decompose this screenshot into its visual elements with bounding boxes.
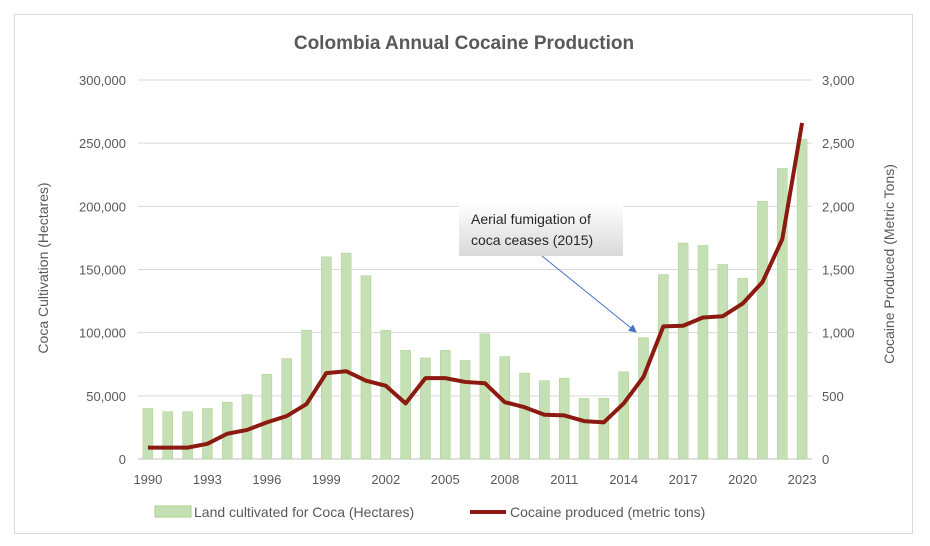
x-tick-label: 2011 <box>550 472 578 487</box>
y-tick-label: 250,000 <box>79 136 126 151</box>
bar-1996 <box>261 374 273 460</box>
bar-2004 <box>420 357 431 460</box>
x-tick-label: 2017 <box>669 472 698 487</box>
bar-2006 <box>459 360 471 460</box>
bar-2009 <box>519 372 530 460</box>
x-tick-label: 2020 <box>728 472 757 487</box>
y-tick-label: 0 <box>119 452 126 467</box>
bar-1992 <box>182 411 193 460</box>
y-tick-label: 300,000 <box>79 73 126 88</box>
bar-1998 <box>301 329 312 460</box>
bar-1999 <box>321 256 332 460</box>
x-tick-label: 1996 <box>252 472 281 487</box>
y-tick-label: 100,000 <box>79 326 126 341</box>
y-tick-label: 150,000 <box>79 263 126 278</box>
y-axis-label: Coca Cultivation (Hectares) <box>35 182 51 353</box>
x-tick-label: 2023 <box>788 472 817 487</box>
x-tick-label: 2008 <box>490 472 519 487</box>
bar-1993 <box>202 408 213 460</box>
bar-2017 <box>677 242 689 460</box>
x-tick-label: 1990 <box>133 472 162 487</box>
bar-1994 <box>221 401 233 460</box>
annotation-line-2: coca ceases (2015) <box>471 232 593 248</box>
x-tick-label: 2014 <box>609 472 638 487</box>
bar-2021 <box>757 201 768 460</box>
annotation-line-1: Aerial fumigation of <box>471 211 591 227</box>
chart-title: Colombia Annual Cocaine Production <box>294 33 634 54</box>
annotation-box <box>459 203 623 256</box>
y2-tick-label: 2,500 <box>822 136 855 151</box>
bar-2000 <box>340 252 352 460</box>
bar-2012 <box>578 398 590 460</box>
bar-2023 <box>796 139 808 460</box>
annotation-arrow <box>541 255 637 333</box>
y-tick-label: 50,000 <box>86 389 126 404</box>
bar-2011 <box>558 377 570 460</box>
bar-2013 <box>598 398 610 460</box>
x-tick-label: 1999 <box>312 472 341 487</box>
bar-2018 <box>697 245 709 460</box>
legend-bar-label: Land cultivated for Coca (Hectares) <box>194 504 414 520</box>
y2-tick-label: 1,000 <box>822 326 855 341</box>
bar-2020 <box>737 278 748 460</box>
bar-1997 <box>281 358 292 460</box>
bar-2014 <box>618 371 629 460</box>
y2-axis-label: Cocaine Produced (Metric Tons) <box>881 164 897 364</box>
bar-2016 <box>658 274 669 460</box>
bar-1991 <box>162 411 173 460</box>
y-tick-label: 200,000 <box>79 199 126 214</box>
bar-2015 <box>638 337 649 460</box>
y2-tick-label: 0 <box>822 452 829 467</box>
bar-2007 <box>479 333 491 460</box>
bar-2005 <box>440 350 451 460</box>
legend-line-label: Cocaine produced (metric tons) <box>510 504 705 520</box>
bar-2022 <box>777 168 788 460</box>
x-tick-label: 2002 <box>371 472 400 487</box>
bar-2010 <box>539 380 550 460</box>
production-line <box>147 122 805 450</box>
y2-tick-label: 3,000 <box>822 73 855 88</box>
legend-bar-swatch <box>154 505 192 518</box>
bar-2001 <box>360 275 372 460</box>
x-tick-label: 1993 <box>193 472 222 487</box>
bar-2008 <box>499 356 510 460</box>
bar-1990 <box>142 408 154 460</box>
y2-tick-label: 500 <box>822 389 844 404</box>
bar-2002 <box>380 329 392 460</box>
bar-2019 <box>717 264 729 460</box>
y2-tick-label: 2,000 <box>822 199 855 214</box>
x-tick-label: 2005 <box>431 472 460 487</box>
y2-tick-label: 1,500 <box>822 263 855 278</box>
